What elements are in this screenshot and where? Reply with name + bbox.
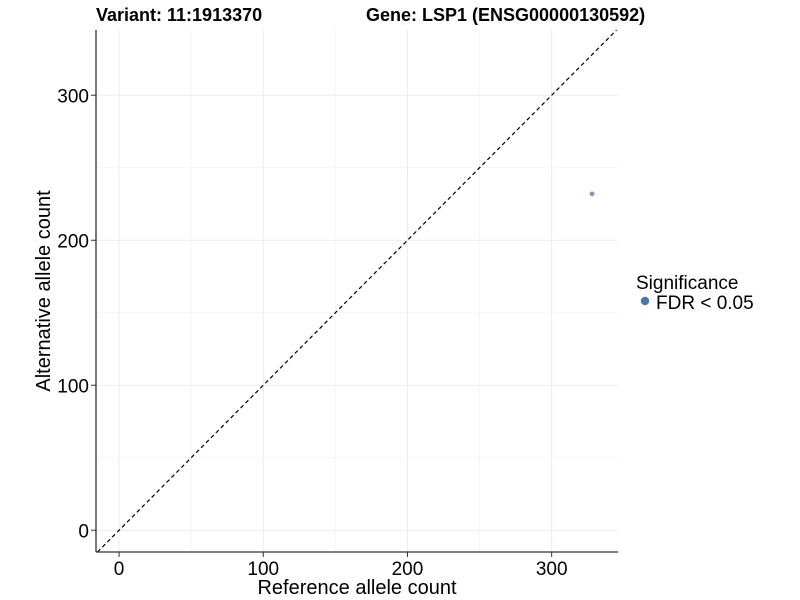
y-tick-label: 200: [57, 231, 89, 252]
x-tick-label: 0: [114, 559, 125, 580]
identity-reference-line: [97, 29, 617, 553]
y-tick-label: 300: [57, 86, 89, 107]
x-tick-label: 100: [247, 559, 279, 580]
x-tick-label: 200: [392, 559, 424, 580]
y-axis-label: Alternative allele count: [33, 190, 55, 392]
legend: Significance FDR < 0.05: [636, 273, 754, 314]
grid-major: [96, 30, 618, 552]
x-axis-ticks: 0 100 200 300: [114, 552, 568, 580]
legend-label-fdr: FDR < 0.05: [656, 293, 754, 314]
data-point: [589, 191, 595, 197]
x-tick-label: 300: [536, 559, 568, 580]
legend-key-fdr: [640, 296, 650, 306]
data-points: [589, 191, 595, 197]
x-axis-label: Reference allele count: [257, 577, 456, 599]
legend-title: Significance: [636, 273, 738, 294]
y-tick-label: 0: [78, 521, 89, 542]
plot-background: [96, 30, 618, 552]
grid-minor: [96, 30, 618, 552]
chart-title-gene: Gene: LSP1 (ENSG00000130592): [366, 5, 645, 25]
chart-title-variant: Variant: 11:1913370: [96, 5, 262, 25]
y-tick-label: 100: [57, 376, 89, 397]
y-axis-ticks: 0 100 200 300: [57, 86, 96, 542]
plot-panel: [96, 29, 618, 553]
